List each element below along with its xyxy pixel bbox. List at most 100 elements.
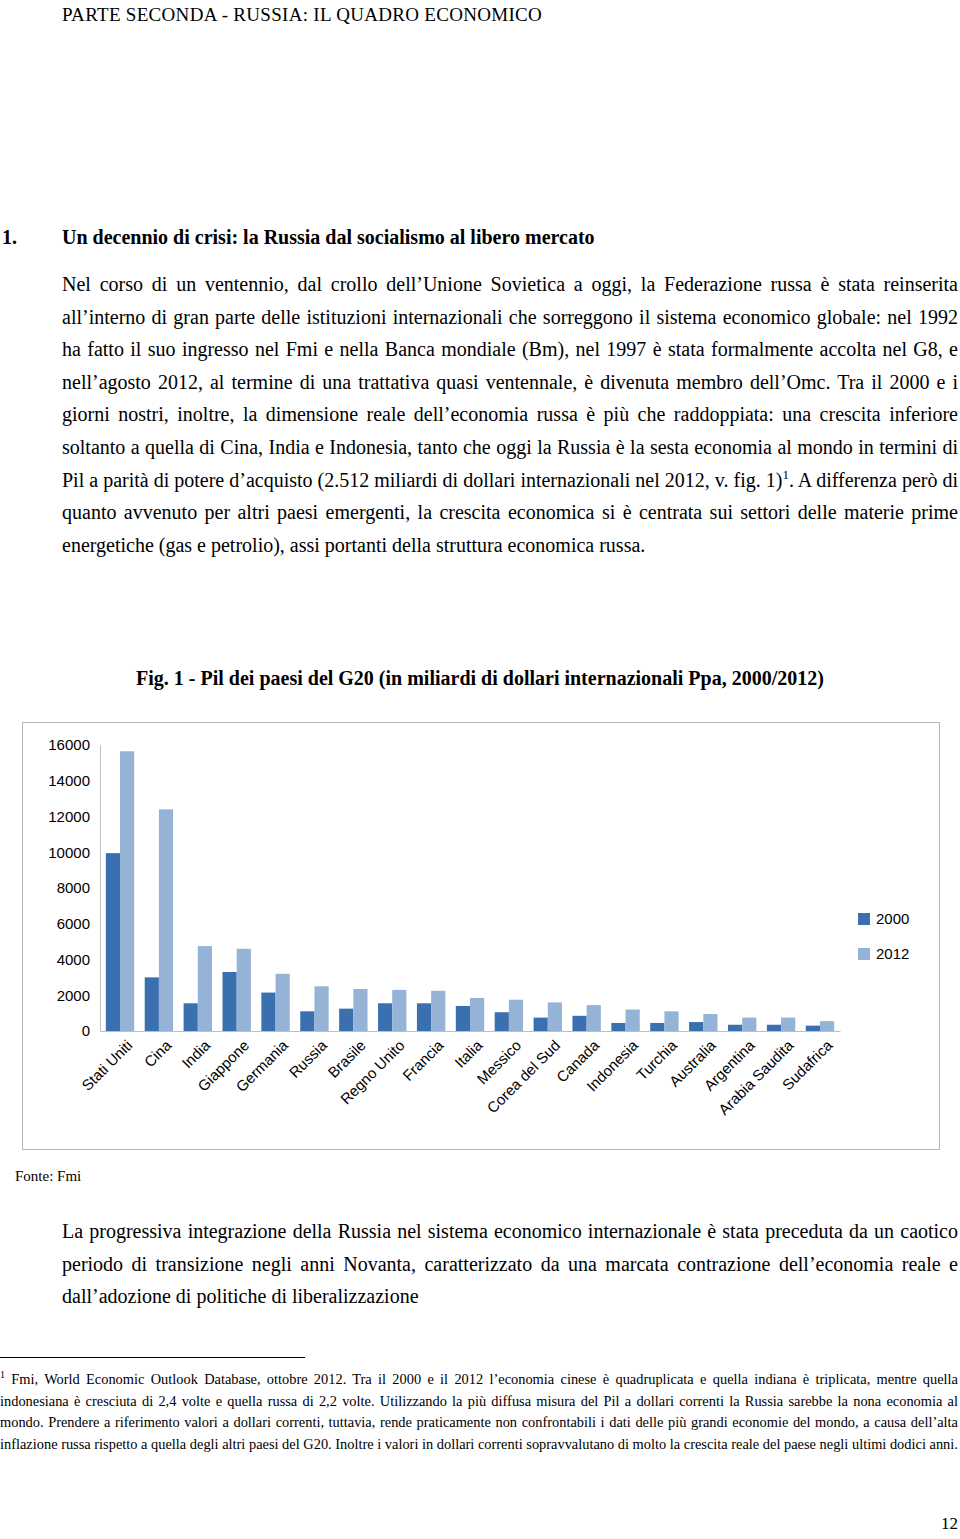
legend-label: 2012	[876, 945, 909, 962]
bar	[728, 1025, 742, 1031]
x-tick: Italia	[451, 1031, 486, 1071]
bar	[781, 1018, 795, 1031]
bar	[742, 1018, 756, 1031]
bar	[664, 1011, 678, 1031]
legend-item: 2000	[858, 910, 909, 927]
paragraph: La progressiva integrazione della Russia…	[62, 1215, 958, 1313]
source: Fonte: Fmi	[15, 1168, 81, 1185]
legend-swatch	[858, 913, 870, 925]
paragraph: Nel corso di un ventennio, dal crollo de…	[62, 268, 958, 561]
x-tick: Indonesia	[583, 1031, 641, 1094]
y-tick: 0	[82, 1022, 100, 1039]
y-tick-label: 12000	[48, 808, 90, 825]
bar	[184, 1003, 198, 1031]
bar	[534, 1018, 548, 1031]
y-tick: 8000	[57, 879, 100, 896]
y-tick: 6000	[57, 915, 100, 932]
y-axis-line	[100, 746, 101, 1032]
footnote-number: 1	[0, 1369, 5, 1380]
bars	[106, 751, 834, 1031]
x-tick-label: Indonesia	[583, 1036, 641, 1094]
bar	[261, 993, 275, 1031]
y-tick-label: 8000	[57, 879, 90, 896]
spacer	[5, 1371, 11, 1387]
section-number: 1.	[2, 226, 17, 249]
bar	[767, 1025, 781, 1031]
y-tick: 14000	[48, 772, 100, 789]
bar	[431, 991, 445, 1031]
bar	[587, 1005, 601, 1031]
chart: 0 2000 4000 6000 8000 10000 12000 14000 16000 Sta…	[22, 722, 940, 1150]
bar	[703, 1014, 717, 1031]
bar	[495, 1012, 509, 1031]
bar	[198, 946, 212, 1031]
page-number: 12	[941, 1514, 958, 1534]
chart-frame	[23, 723, 940, 1150]
page-header: PARTE SECONDA - RUSSIA: IL QUADRO ECONOM…	[62, 4, 542, 26]
y-tick-label: 4000	[57, 951, 90, 968]
bar	[548, 1002, 562, 1031]
bar	[159, 809, 173, 1031]
y-tick: 16000	[48, 736, 100, 753]
bar	[392, 990, 406, 1031]
bar	[456, 1006, 470, 1031]
footnote: 1 Fmi, World Economic Outlook Database, …	[0, 1369, 958, 1455]
x-tick-label: Cina	[141, 1036, 175, 1070]
bar	[339, 1009, 353, 1031]
x-tick-label: Corea del Sud	[483, 1036, 563, 1116]
x-tick: India	[178, 1031, 213, 1071]
bar	[106, 853, 120, 1031]
bar	[417, 1003, 431, 1031]
bar	[626, 1010, 640, 1031]
bar	[509, 1000, 523, 1031]
bar	[145, 977, 159, 1031]
y-tick-label: 10000	[48, 844, 90, 861]
x-tick: Cina	[141, 1031, 175, 1070]
y-tick-label: 14000	[48, 772, 90, 789]
y-tick-label: 6000	[57, 915, 90, 932]
x-tick-label: Stati Uniti	[78, 1036, 135, 1093]
bar	[806, 1026, 820, 1031]
y-tick: 4000	[57, 951, 100, 968]
bar	[611, 1023, 625, 1031]
y-tick: 10000	[48, 844, 100, 861]
bar	[314, 986, 328, 1031]
x-tick-label: Regno Unito	[337, 1036, 408, 1107]
x-tick-label: Russia	[285, 1036, 330, 1081]
x-tick: Stati Uniti	[78, 1031, 135, 1094]
series	[106, 853, 820, 1031]
bar	[300, 1011, 314, 1031]
y-tick-label: 2000	[57, 987, 90, 1004]
bar	[120, 751, 134, 1031]
x-tick: Regno Unito	[337, 1031, 408, 1107]
bar	[650, 1023, 664, 1031]
y-tick-label: 16000	[48, 736, 90, 753]
y-tick-label: 0	[82, 1022, 90, 1039]
bar	[237, 949, 251, 1031]
x-tick-label: Italia	[451, 1036, 486, 1071]
paragraph-text: Nel corso di un ventennio, dal crollo de…	[62, 273, 958, 491]
figure-title: Fig. 1 - Pil dei paesi del G20 (in milia…	[0, 667, 960, 690]
x-tick: Corea del Sud	[483, 1031, 563, 1116]
plot: 0 2000 4000 6000 8000 10000 12000 14000 16000 Sta…	[48, 736, 840, 1118]
bar	[353, 989, 367, 1031]
legend: 2000 2012	[858, 910, 909, 962]
x-axis-line	[101, 1031, 841, 1032]
legend-item: 2012	[858, 945, 909, 962]
footnote-rule	[0, 1357, 305, 1358]
x-tick-label: India	[178, 1036, 213, 1071]
bar	[378, 1003, 392, 1031]
bar	[689, 1022, 703, 1031]
x-axis: Stati UnitiCinaIndiaGiapponeGermaniaRuss…	[78, 1031, 840, 1118]
footnote-text: Fmi, World Economic Outlook Database, ot…	[0, 1371, 958, 1452]
bar	[470, 998, 484, 1031]
x-tick-label: Francia	[399, 1036, 447, 1084]
y-tick: 2000	[57, 987, 100, 1004]
x-tick: Russia	[285, 1031, 330, 1081]
y-tick: 12000	[48, 808, 100, 825]
x-tick: Francia	[399, 1031, 447, 1084]
footnote-ref: 1	[782, 467, 789, 482]
x-tick-label: Sudafrica	[779, 1036, 836, 1093]
legend-swatch	[858, 948, 870, 960]
bar	[276, 974, 290, 1031]
